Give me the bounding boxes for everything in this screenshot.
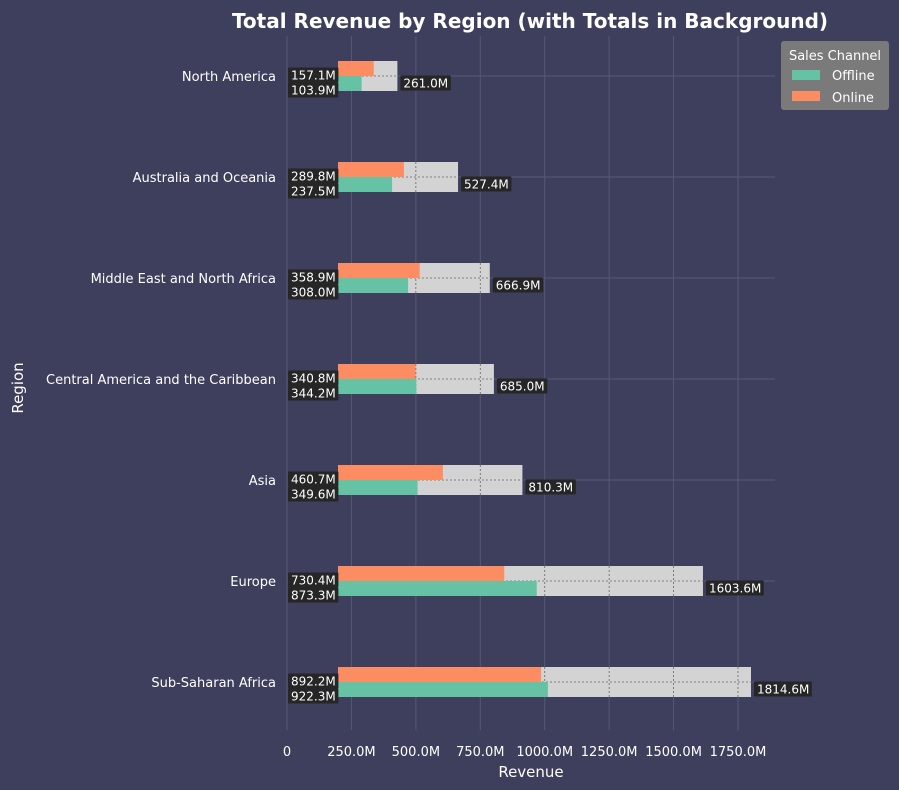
label-offline-bg: [288, 183, 339, 199]
label-online-bg: [288, 471, 339, 487]
y-axis: North America Australia and Oceania Middle…: [46, 70, 276, 691]
label-online: 340.8M: [291, 372, 336, 386]
bar-online: [338, 364, 416, 379]
x-tick-label: 1250.0M: [581, 745, 638, 760]
label-offline-bg: [288, 82, 339, 98]
label-offline: 922.3M: [291, 690, 336, 704]
x-tick-label: 1500.0M: [645, 745, 702, 760]
x-tick-label: 1750.0M: [710, 745, 767, 760]
x-axis: 0 250.0M 500.0M 750.0M 1000.0M 1250.0M 1500.0M…: [283, 745, 767, 760]
label-online-bg: [288, 168, 339, 184]
label-offline: 344.2M: [291, 387, 336, 401]
bar-offline: [338, 76, 362, 91]
label-online: 460.7M: [291, 473, 336, 487]
bar-online: [338, 162, 404, 177]
y-tick-label: Asia: [249, 474, 276, 489]
label-total-bg: [492, 277, 544, 293]
label-offline: 349.6M: [291, 488, 336, 502]
bar-online: [338, 667, 542, 682]
bar-online: [338, 61, 374, 76]
y-tick-label: Central America and the Caribbean: [46, 373, 276, 388]
label-total-bg: [496, 378, 548, 394]
chart-title: Total Revenue by Region (with Totals in …: [232, 9, 828, 33]
bar-offline: [338, 480, 418, 495]
label-online-bg: [288, 370, 339, 386]
label-total: 1603.6M: [709, 582, 761, 596]
legend-swatch-online: [792, 91, 820, 101]
label-total-bg: [525, 479, 576, 495]
x-tick-label: 0: [283, 745, 291, 760]
label-online: 892.2M: [291, 675, 336, 689]
label-total: 1814.6M: [757, 683, 809, 697]
label-online-bg: [288, 67, 339, 83]
label-total-bg: [705, 580, 764, 596]
bar-online: [338, 566, 505, 581]
y-tick-label: Europe: [230, 575, 276, 590]
x-tick-label: 250.0M: [327, 745, 375, 760]
label-offline: 308.0M: [291, 286, 336, 300]
label-total: 810.3M: [528, 481, 573, 495]
legend-swatch-offline: [792, 70, 820, 80]
x-tick-label: 500.0M: [392, 745, 440, 760]
bar-offline: [338, 581, 537, 596]
label-offline-bg: [288, 688, 339, 704]
legend-label-offline: Offline: [832, 69, 875, 84]
bar-offline: [338, 379, 417, 394]
legend-label-online: Online: [832, 91, 874, 106]
label-offline-bg: [288, 385, 339, 401]
y-tick-label: Australia and Oceania: [133, 171, 276, 186]
legend: Sales Channel Offline Online: [781, 41, 889, 110]
label-online: 730.4M: [291, 574, 336, 588]
label-total: 261.0M: [403, 77, 448, 91]
label-online: 358.9M: [291, 271, 336, 285]
bar-online: [338, 263, 420, 278]
label-total: 666.9M: [496, 279, 541, 293]
legend-title: Sales Channel: [789, 49, 881, 64]
x-tick-label: 750.0M: [456, 745, 504, 760]
label-offline-bg: [288, 587, 339, 603]
x-tick-label: 1000.0M: [516, 745, 573, 760]
label-offline: 873.3M: [291, 589, 336, 603]
label-total-bg: [754, 681, 812, 697]
y-tick-label: Sub-Saharan Africa: [151, 676, 276, 691]
bar-online: [338, 465, 443, 480]
bar-offline: [338, 177, 393, 192]
label-total: 685.0M: [500, 380, 545, 394]
label-online-bg: [288, 269, 339, 285]
y-tick-label: Middle East and North Africa: [91, 272, 276, 287]
label-total-bg: [461, 176, 512, 192]
y-tick-label: North America: [182, 70, 276, 85]
label-offline-bg: [288, 284, 339, 300]
label-total-bg: [400, 75, 451, 91]
label-offline-bg: [288, 486, 339, 502]
bars: [338, 61, 751, 697]
label-offline: 103.9M: [291, 84, 336, 98]
x-axis-label: Revenue: [498, 763, 563, 781]
label-offline: 237.5M: [291, 185, 336, 199]
bar-offline: [338, 682, 548, 697]
label-online: 157.1M: [291, 69, 336, 83]
label-online-bg: [288, 572, 339, 588]
bar-offline: [338, 278, 409, 293]
label-online: 289.8M: [291, 170, 336, 184]
label-online-bg: [288, 673, 339, 689]
y-axis-label: Region: [9, 362, 27, 413]
label-total: 527.4M: [464, 178, 509, 192]
